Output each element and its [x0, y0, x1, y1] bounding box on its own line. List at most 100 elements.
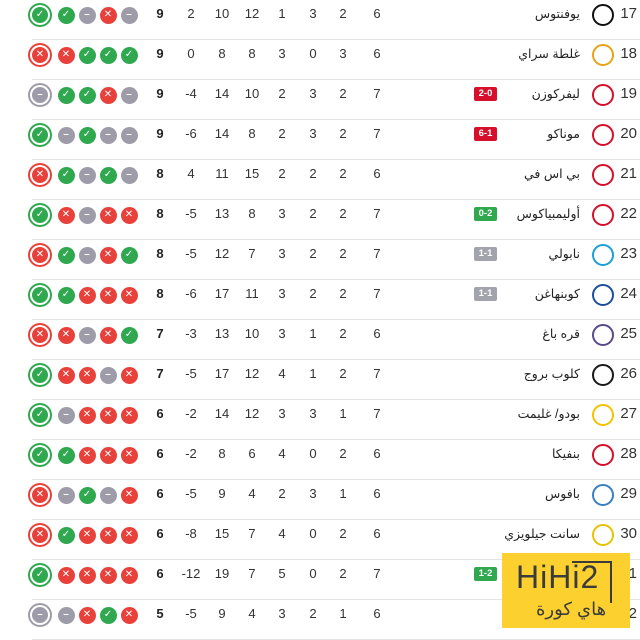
form-result: ✓ [118, 44, 140, 66]
loss-icon: ✕ [120, 606, 138, 624]
table-row[interactable]: ✕ ✓ – ✓ –8 4 11 15 2 2 2 6 بي اس في 21 [0, 160, 640, 200]
team-name[interactable]: أوليمبياكوس [516, 207, 580, 221]
table-row[interactable]: – ✓ ✓ ✕ –9 -4 14 10 2 3 2 7 2-0 ليفركوزن 19 [0, 80, 640, 120]
form-result: ✕ [118, 404, 140, 426]
team-name[interactable]: موناكو [547, 127, 580, 141]
form-result: – [55, 124, 77, 146]
played-cell: 7 [373, 126, 381, 141]
last-match-score-badge[interactable]: 1-2 [474, 567, 497, 581]
drawn-cell: 2 [309, 166, 317, 181]
watermark-frame [572, 561, 612, 603]
form-result: ✓ [29, 404, 51, 426]
table-row[interactable]: ✓ ✓ – ✕ –9 2 10 12 1 3 2 6 يوفنتوس 17 [0, 0, 640, 40]
form-result: ✓ [55, 164, 77, 186]
form-result: ✓ [97, 164, 119, 186]
loss-icon: ✕ [57, 46, 75, 64]
pts-cell: 9 [156, 126, 164, 141]
played-cell: 7 [373, 366, 381, 381]
table-row[interactable]: ✓ – ✓ – –9 -6 14 8 2 3 2 7 6-1 موناكو 20 [0, 120, 640, 160]
form-result: ✓ [29, 4, 51, 26]
form-result: ✕ [29, 524, 51, 546]
rank: 22 [620, 205, 637, 222]
win-icon: ✓ [120, 326, 138, 344]
table-row[interactable]: ✓ ✕ ✕ – ✕ 7 -5 17 12 4 1 2 7 كلوب بروج 26 [0, 360, 640, 400]
watermark-logo: HiHi2 هاي كورة [502, 553, 630, 628]
form-result: ✕ [55, 44, 77, 66]
win-icon: ✓ [78, 126, 96, 144]
won-cell: 2 [339, 126, 347, 141]
played-cell: 6 [373, 326, 381, 341]
loss-icon: ✕ [32, 487, 48, 503]
team-name[interactable]: كوبنهاغن [534, 287, 580, 301]
loss-icon: ✕ [120, 486, 138, 504]
team-name[interactable]: بافوس [545, 487, 580, 501]
form-result: – [76, 204, 98, 226]
form-result: ✕ [29, 164, 51, 186]
pts-cell: 6 [156, 406, 164, 421]
table-row[interactable]: ✓ ✕ – ✕ ✕ 8 -5 13 8 3 2 2 7 0-2 أوليمبياكوس 22 [0, 200, 640, 240]
table-row[interactable]: ✓ – ✕ ✕ ✕ 6 -2 14 12 3 3 1 7 بودو/ غليمت 27 [0, 400, 640, 440]
last-match-score-badge[interactable]: 1-1 [474, 287, 497, 301]
loss-icon: ✕ [57, 566, 75, 584]
table-row[interactable]: ✕ ✓ ✕ ✕ ✕ 6 -8 15 7 4 0 2 6 سانت جيلويزي 30 [0, 520, 640, 560]
draw-icon: – [32, 607, 48, 623]
gf-cell: 4 [248, 606, 256, 621]
rank: 20 [620, 125, 637, 142]
union-sg-logo [592, 524, 614, 546]
team-name[interactable]: كلوب بروج [523, 367, 580, 381]
table-row[interactable]: ✕ ✕ – ✕ ✓ 7 -3 13 10 3 1 2 6 قره باغ 25 [0, 320, 640, 360]
pts-cell: 7 [156, 326, 164, 341]
ga-cell: 10 [214, 6, 230, 21]
qarabag-logo [592, 324, 614, 346]
table-row[interactable]: ✕ ✕ ✓ ✓ ✓ 9 0 8 8 3 0 3 6 غلطة سراي 18 [0, 40, 640, 80]
row-divider [32, 559, 640, 560]
form-result: ✕ [118, 284, 140, 306]
loss-icon: ✕ [78, 446, 96, 464]
loss-icon: ✕ [32, 167, 48, 183]
team-name[interactable]: بنفيكا [551, 447, 580, 461]
table-row[interactable]: ✕ – ✓ – ✕ 6 -5 9 4 2 3 1 6 بافوس 29 [0, 480, 640, 520]
team-name[interactable]: سانت جيلويزي [504, 527, 580, 541]
form-result: ✕ [97, 244, 119, 266]
team-name[interactable]: نابولي [548, 247, 580, 261]
pafos-logo [592, 484, 614, 506]
win-icon: ✓ [32, 7, 48, 23]
table-row[interactable]: ✓ ✓ ✕ ✕ ✕ 6 -2 8 6 4 0 2 6 بنفيكا 28 [0, 440, 640, 480]
won-cell: 2 [339, 526, 347, 541]
team-name[interactable]: غلطة سراي [518, 47, 580, 61]
lost-cell: 3 [278, 326, 286, 341]
table-row[interactable]: ✓ ✓ ✕ ✕ ✕ 8 -6 17 11 3 2 2 7 1-1 كوبنهاغن 24 [0, 280, 640, 320]
last-match-score-badge[interactable]: 6-1 [474, 127, 497, 141]
team-name[interactable]: قره باغ [542, 327, 580, 341]
ga-cell: 13 [214, 206, 230, 221]
won-cell: 2 [339, 206, 347, 221]
form-result: ✕ [76, 444, 98, 466]
loss-icon: ✕ [99, 406, 117, 424]
form-result: ✕ [76, 524, 98, 546]
gd-cell: -5 [185, 366, 197, 381]
draw-icon: – [78, 206, 96, 224]
team-name[interactable]: بودو/ غليمت [517, 407, 580, 421]
last-match-score-badge[interactable]: 1-1 [474, 247, 497, 261]
table-row[interactable]: ✓ ✕ ✕ ✕ ✕ 6 -12 19 7 5 0 2 7 1-2 1 [0, 560, 640, 600]
form-result: – [55, 404, 77, 426]
row-divider [32, 119, 640, 120]
copenhagen-logo [592, 284, 614, 306]
napoli-logo [592, 244, 614, 266]
drawn-cell: 1 [309, 366, 317, 381]
team-name[interactable]: ليفركوزن [531, 87, 580, 101]
draw-icon: – [78, 166, 96, 184]
form-result: ✕ [29, 484, 51, 506]
pts-cell: 9 [156, 86, 164, 101]
table-row[interactable]: ✕ ✓ – ✕ ✓ 8 -5 12 7 3 2 2 7 1-1 نابولي 23 [0, 240, 640, 280]
loss-icon: ✕ [78, 526, 96, 544]
form-result: ✓ [76, 84, 98, 106]
gd-cell: 0 [187, 46, 195, 61]
last-match-score-badge[interactable]: 0-2 [474, 207, 497, 221]
loss-icon: ✕ [99, 326, 117, 344]
team-name[interactable]: يوفنتوس [534, 7, 580, 21]
last-match-score-badge[interactable]: 2-0 [474, 87, 497, 101]
team-name[interactable]: بي اس في [524, 167, 580, 181]
won-cell: 2 [339, 366, 347, 381]
win-icon: ✓ [57, 166, 75, 184]
